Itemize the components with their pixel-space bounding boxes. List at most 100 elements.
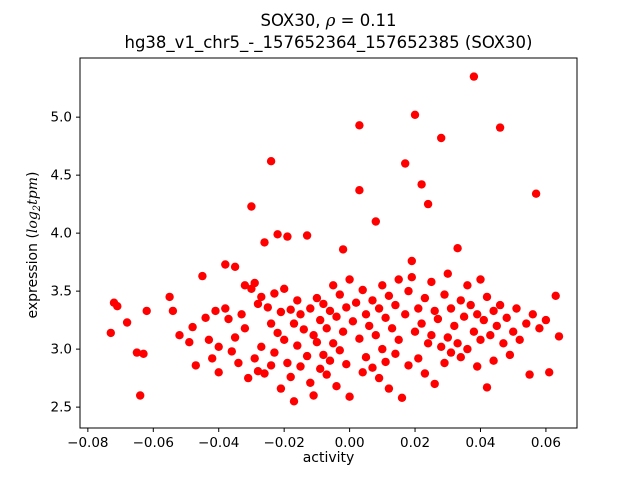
data-point	[253, 299, 263, 309]
data-point	[384, 291, 394, 300]
data-point	[299, 325, 308, 334]
data-point	[214, 342, 223, 351]
data-point	[391, 300, 400, 310]
data-point	[387, 324, 397, 333]
data-point	[253, 367, 263, 376]
data-point	[453, 339, 462, 348]
data-point	[306, 304, 315, 313]
data-point	[263, 303, 272, 312]
data-point	[443, 333, 452, 342]
x-tick-label: −0.02	[263, 435, 304, 451]
data-point	[296, 362, 305, 371]
data-point	[361, 310, 371, 319]
data-point	[230, 333, 240, 342]
data-point	[345, 275, 354, 284]
data-point	[394, 335, 403, 344]
data-point	[309, 331, 318, 340]
data-point	[410, 110, 420, 120]
data-point	[476, 335, 485, 344]
y-tick-label: 3.5	[51, 284, 72, 300]
data-point	[528, 310, 537, 319]
data-point	[257, 342, 266, 351]
data-point	[381, 357, 390, 367]
data-point	[486, 331, 495, 340]
data-point	[338, 327, 348, 336]
data-point	[316, 364, 325, 373]
data-point	[378, 344, 387, 354]
data-point	[198, 271, 207, 281]
data-point	[221, 260, 230, 269]
data-point	[404, 361, 413, 370]
data-point	[440, 358, 449, 368]
data-point	[332, 382, 341, 391]
y-label-prefix: expression (	[25, 233, 41, 319]
x-tick-label: −0.04	[198, 435, 239, 451]
data-point	[378, 281, 387, 290]
data-point	[489, 306, 498, 316]
data-point	[165, 292, 174, 302]
data-point	[525, 370, 534, 379]
data-point	[374, 304, 384, 313]
chart-title-rest: = 0.11	[335, 11, 397, 30]
chart-subtitle: hg38_v1_chr5_-_157652364_157652385 (SOX3…	[124, 33, 533, 52]
data-point	[420, 293, 430, 303]
data-point	[335, 346, 344, 355]
data-point	[276, 384, 286, 393]
data-point	[482, 292, 492, 302]
data-point	[509, 327, 518, 336]
data-point	[358, 368, 367, 377]
data-point	[414, 354, 423, 363]
data-point	[423, 339, 433, 348]
data-point	[473, 310, 482, 319]
y-tick-label: 2.5	[51, 400, 72, 416]
data-point	[221, 304, 230, 313]
axes-frame	[79, 57, 578, 429]
data-point	[293, 341, 302, 350]
data-point	[515, 335, 524, 344]
data-point	[489, 356, 498, 365]
data-point	[240, 281, 250, 290]
data-point	[417, 180, 426, 189]
y-tick-label: 5.0	[51, 110, 72, 126]
data-point	[404, 286, 413, 296]
data-point	[401, 159, 410, 168]
data-point	[348, 317, 358, 326]
data-point	[185, 338, 194, 347]
data-point	[355, 186, 364, 195]
data-point	[401, 310, 410, 319]
data-point	[293, 296, 302, 305]
data-point	[280, 335, 289, 344]
data-point	[329, 281, 338, 290]
data-point	[322, 370, 331, 379]
data-point	[450, 321, 459, 331]
data-point	[427, 331, 436, 340]
data-point	[122, 318, 132, 327]
data-point	[456, 353, 465, 362]
data-point	[316, 315, 325, 325]
x-tick-label: −0.06	[133, 435, 174, 451]
data-point	[312, 293, 322, 303]
data-point	[374, 373, 384, 383]
data-point	[423, 199, 433, 209]
data-point	[502, 313, 511, 322]
data-point	[319, 350, 328, 360]
data-point	[443, 269, 452, 278]
data-point	[466, 300, 475, 310]
data-point	[244, 373, 253, 383]
y-axis-label: expression (log2tpm)	[25, 135, 43, 355]
data-point	[332, 312, 341, 321]
rho-symbol: ρ	[325, 11, 336, 30]
data-point	[355, 334, 364, 343]
data-point	[283, 232, 292, 241]
chart-title: SOX30, ρ = 0.11	[80, 10, 577, 32]
data-point	[355, 121, 364, 130]
data-point	[554, 332, 564, 341]
data-point	[394, 275, 403, 284]
data-point	[257, 292, 266, 302]
data-point	[280, 284, 289, 293]
y-label-close: )	[25, 171, 41, 177]
data-point	[446, 304, 456, 313]
data-point	[437, 342, 446, 351]
data-point	[469, 327, 479, 336]
data-point	[417, 319, 426, 328]
